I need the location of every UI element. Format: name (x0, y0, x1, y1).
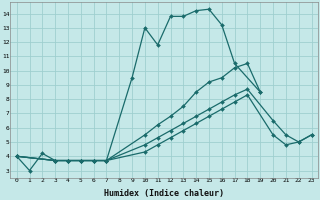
X-axis label: Humidex (Indice chaleur): Humidex (Indice chaleur) (104, 189, 224, 198)
